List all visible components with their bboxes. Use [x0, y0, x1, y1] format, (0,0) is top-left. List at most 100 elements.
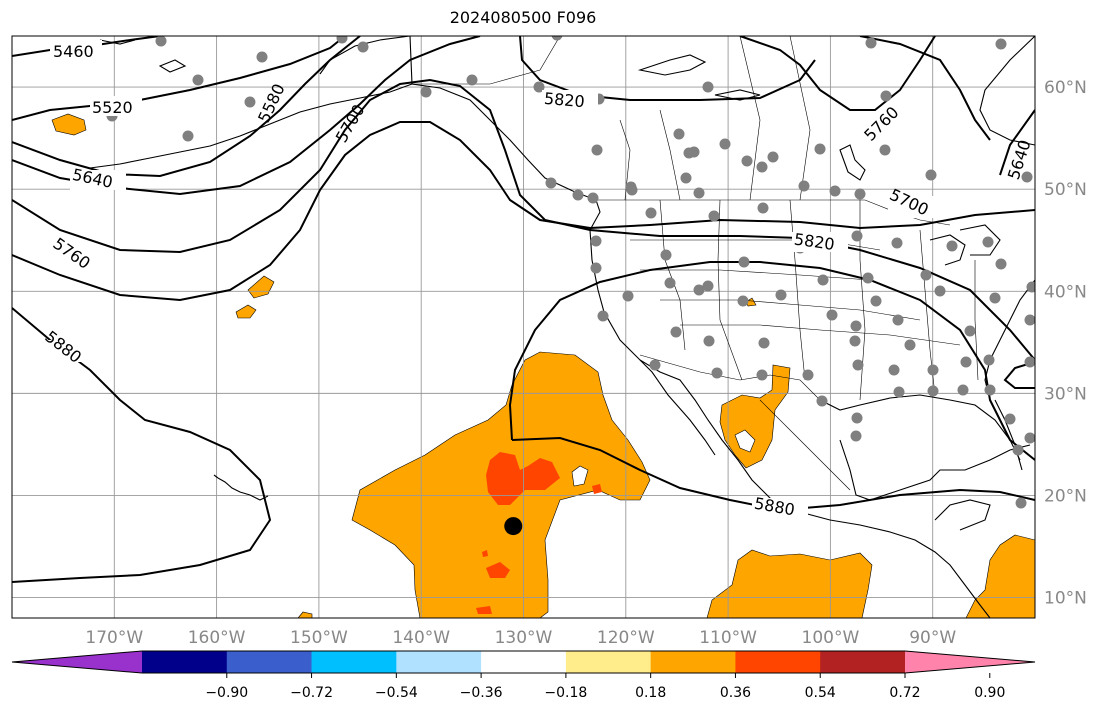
station-dot [888, 364, 900, 376]
canada-provinces-3 [739, 36, 761, 201]
station-dot [851, 230, 863, 242]
core-main [486, 452, 560, 505]
longitude-label: 100°W [802, 628, 860, 648]
station-dot [829, 185, 841, 197]
station-dot [244, 96, 256, 108]
station-dot [702, 280, 714, 292]
station-dot [852, 359, 864, 371]
yucatan [934, 499, 991, 531]
station-dot [814, 143, 826, 155]
hawaii [217, 477, 269, 501]
canada-provinces-1 [619, 119, 631, 201]
station-dot [587, 192, 599, 204]
station-dot [817, 274, 829, 286]
canada-provinces-2 [659, 109, 681, 201]
colorbar-segment [142, 651, 228, 673]
station-dot [590, 235, 602, 247]
station-dot [182, 130, 194, 142]
latitude-label: 20°N [1044, 486, 1087, 506]
station-dot [645, 207, 657, 219]
shade-pacific-1 [247, 275, 275, 299]
contour-label-group: 5460 5520 5580 5640 5700 5760 5820 5880 … [41, 40, 1035, 520]
contour-5820 [519, 36, 816, 101]
us-east-coast [984, 279, 1035, 401]
colorbar-segment [565, 651, 652, 673]
station-dot [826, 309, 838, 321]
station-dot [927, 385, 939, 397]
station-dot [357, 41, 369, 53]
colorbar-segment [650, 651, 736, 673]
station-dot [1004, 413, 1016, 425]
station-dot [597, 310, 609, 322]
arctic-island-1 [637, 54, 707, 76]
colorbar: −0.90 −0.72 −0.54 −0.36 −0.18 0.18 0.36 0.54 0.7… [11, 650, 1036, 701]
station-dot [703, 335, 715, 347]
station-dot [995, 258, 1007, 270]
station-dot [775, 289, 787, 301]
shade-gulf-alaska [51, 113, 87, 136]
hudson-bay [979, 36, 1035, 146]
colorbar-tick-label: −0.54 [375, 685, 418, 701]
coastlines [89, 36, 1035, 618]
station-dot [688, 146, 700, 158]
station-dot [798, 180, 810, 192]
colorbar-tick-label: −0.72 [290, 685, 333, 701]
station-dot [545, 177, 557, 189]
station-dot [192, 74, 204, 86]
station-dot [934, 285, 946, 297]
contour-5880-main [508, 261, 1035, 461]
station-dot [1021, 171, 1033, 183]
shade-holes [571, 429, 756, 487]
colorbar-segment [735, 651, 821, 673]
us-states-10 [974, 260, 979, 381]
station-dot [572, 189, 584, 201]
longitude-label: 110°W [699, 628, 757, 648]
great-lakes-1 [929, 234, 966, 266]
station-dot [1024, 356, 1035, 368]
latitude-labels: 10°N 20°N 30°N 40°N 50°N 60°N [1044, 78, 1087, 609]
contour-5760 [12, 121, 1035, 302]
station-dot [802, 369, 814, 381]
station-dot [904, 339, 916, 351]
colorbar-tick-label: 0.36 [720, 685, 751, 701]
station-dot [533, 81, 545, 93]
colorbar-segment [481, 651, 567, 673]
longitude-label: 170°W [85, 628, 143, 648]
us-states-3 [660, 299, 921, 321]
gulf-of-mexico [839, 439, 1031, 501]
baja-california [639, 359, 716, 456]
latitude-label: 10°N [1044, 589, 1087, 609]
contour-label-5460: 5460 [53, 42, 94, 61]
colorbar-tick-label: 0.54 [805, 685, 836, 701]
station-dot [1024, 432, 1035, 444]
station-dot [854, 188, 866, 200]
station-dot [673, 128, 685, 140]
colorbar-outline [11, 650, 1036, 674]
mexico-states [759, 399, 851, 491]
station-dot [862, 272, 874, 284]
core-small-2 [592, 484, 602, 494]
station-dot [1015, 497, 1027, 509]
station-dot [708, 210, 720, 222]
colorbar-segment [311, 651, 397, 673]
shade-pacific-3 [297, 611, 313, 618]
contour-5880-gulf [1003, 361, 1035, 389]
station-dot [892, 314, 904, 326]
station-dot [984, 384, 996, 396]
us-states-7 [789, 199, 806, 381]
lake-canada [839, 144, 866, 181]
station-dot [741, 155, 753, 167]
station-dot [849, 335, 861, 347]
shade-sw-us [745, 297, 757, 307]
colorbar-segment [396, 651, 482, 673]
alaska-peninsula [89, 83, 413, 169]
us-gulf-coast [819, 394, 1021, 461]
contour-5640-ne [999, 109, 1035, 176]
colorbar-right-arrow [905, 651, 1035, 673]
station-dot [964, 325, 976, 337]
station-dot [982, 236, 994, 248]
station-dot [957, 384, 969, 396]
colorbar-segment [226, 651, 313, 673]
longitude-label: 140°W [392, 628, 450, 648]
station-dot [850, 430, 862, 442]
